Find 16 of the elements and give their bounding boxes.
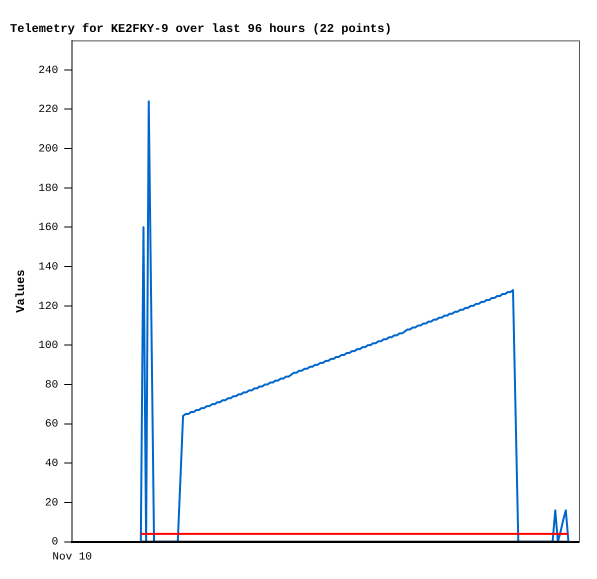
y-axis-title: Values [14,269,28,313]
y-tick-label: 100 [38,340,58,352]
y-tick-label: 180 [38,182,58,195]
y-tick-label: 0 [52,536,58,549]
y-tick-label: 40 [45,458,58,470]
y-tick-label: 140 [38,261,58,274]
y-tick-label: 80 [45,379,58,392]
chart-title: Telemetry for KE2FKY-9 over last 96 hours (22 points) [10,22,392,36]
y-tick-label: 200 [38,143,58,156]
y-tick-label: 60 [45,418,58,431]
y-tick-label: 220 [38,104,58,116]
x-tick-label: Nov 10 [52,551,92,564]
y-tick-label: 20 [45,497,58,510]
y-tick-label: 160 [38,222,58,234]
y-tick-label: 240 [38,64,58,77]
y-tick-label: 120 [38,300,58,313]
